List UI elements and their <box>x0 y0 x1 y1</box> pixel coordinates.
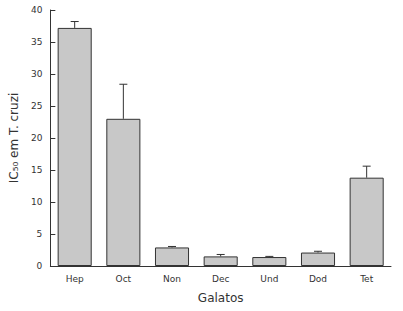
svg-text:Non: Non <box>163 274 181 284</box>
svg-text:0: 0 <box>37 261 43 271</box>
svg-text:Hep: Hep <box>66 274 84 284</box>
svg-text:15: 15 <box>31 165 42 175</box>
svg-text:10: 10 <box>31 197 43 207</box>
svg-text:35: 35 <box>31 37 42 47</box>
svg-text:Tet: Tet <box>359 274 374 284</box>
svg-text:20: 20 <box>31 133 43 143</box>
svg-text:40: 40 <box>31 5 43 15</box>
svg-text:Und: Und <box>260 274 278 284</box>
svg-text:Galatos: Galatos <box>198 291 244 305</box>
svg-text:IC₅₀ em T. cruzi: IC₅₀ em T. cruzi <box>7 93 21 184</box>
svg-text:25: 25 <box>31 101 42 111</box>
svg-text:5: 5 <box>37 229 43 239</box>
svg-text:Dod: Dod <box>309 274 327 284</box>
svg-text:Oct: Oct <box>116 274 132 284</box>
svg-text:30: 30 <box>31 69 43 79</box>
svg-text:Dec: Dec <box>212 274 229 284</box>
